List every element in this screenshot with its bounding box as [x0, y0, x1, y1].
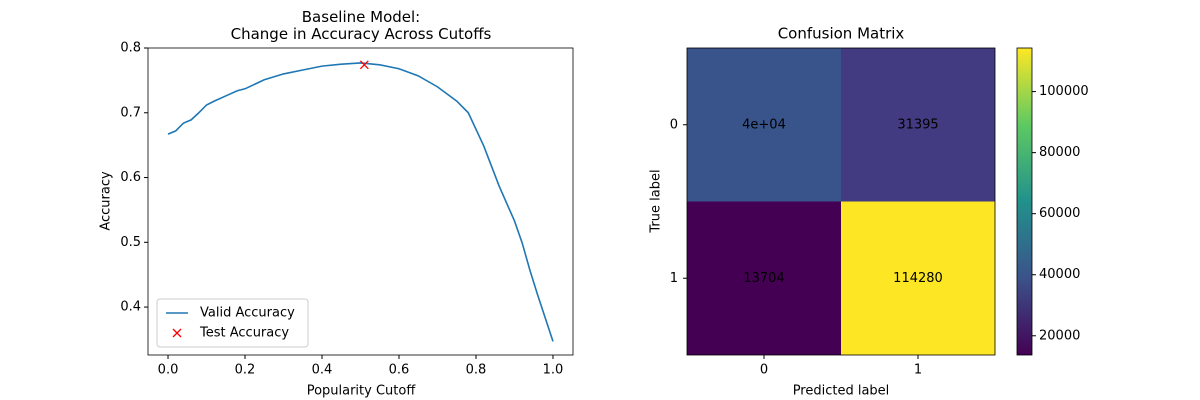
y-tick-label: 1 — [670, 271, 678, 286]
plot-frame — [147, 47, 574, 356]
cell — [841, 201, 995, 355]
y-axis-label: True label — [649, 169, 664, 233]
colorbar-tick-label: 60000 — [1039, 206, 1080, 221]
cell — [841, 48, 995, 202]
y-tick-label: 0.4 — [120, 300, 141, 315]
y-tick-label: 0.5 — [120, 235, 141, 250]
title-line: Baseline Model: — [302, 8, 420, 26]
chart-title: Confusion Matrix — [778, 25, 905, 43]
legend-label: Test Accuracy — [199, 326, 289, 341]
cell — [687, 201, 841, 355]
x-tick-label: 0.6 — [389, 363, 410, 378]
chart-title: Baseline Model: Change in Accuracy Across… — [231, 8, 492, 43]
legend-marker — [172, 328, 182, 338]
x-tick-label: 1.0 — [543, 363, 564, 378]
cell-label: 4e+04 — [742, 117, 786, 132]
title-line: Change in Accuracy Across Cutoffs — [231, 25, 492, 43]
cell-label: 31395 — [897, 117, 938, 132]
colorbar-tick-label: 100000 — [1039, 84, 1089, 99]
y-axis-label: Accuracy — [99, 171, 114, 231]
colorbar-tick-label: 20000 — [1039, 328, 1080, 343]
y-tick-label: 0.7 — [120, 105, 141, 120]
colorbar-tick-label: 40000 — [1039, 267, 1080, 282]
y-tick-label: 0.8 — [120, 41, 141, 56]
legend-label: Valid Accuracy — [200, 306, 295, 321]
x-axis-label: Popularity Cutoff — [307, 384, 417, 399]
x-tick-label: 0.0 — [158, 363, 179, 378]
x-tick-label: 1 — [914, 363, 922, 378]
colorbar — [1016, 47, 1033, 356]
x-tick-label: 0.8 — [466, 363, 487, 378]
line — [167, 62, 554, 342]
x-tick-label: 0 — [760, 363, 768, 378]
y-tick-label: 0.6 — [120, 170, 141, 185]
y-tick-label: 0 — [670, 117, 678, 132]
x-tick-label: 0.2 — [235, 363, 256, 378]
cell-label: 13704 — [743, 271, 784, 286]
plot-frame — [686, 47, 996, 356]
marker — [359, 60, 369, 70]
x-tick-label: 0.4 — [312, 363, 333, 378]
legend-box — [156, 298, 309, 348]
cell — [687, 48, 841, 202]
x-axis-label: Predicted label — [793, 384, 890, 399]
colorbar-tick-label: 80000 — [1039, 145, 1080, 160]
cell-label: 114280 — [893, 271, 943, 286]
